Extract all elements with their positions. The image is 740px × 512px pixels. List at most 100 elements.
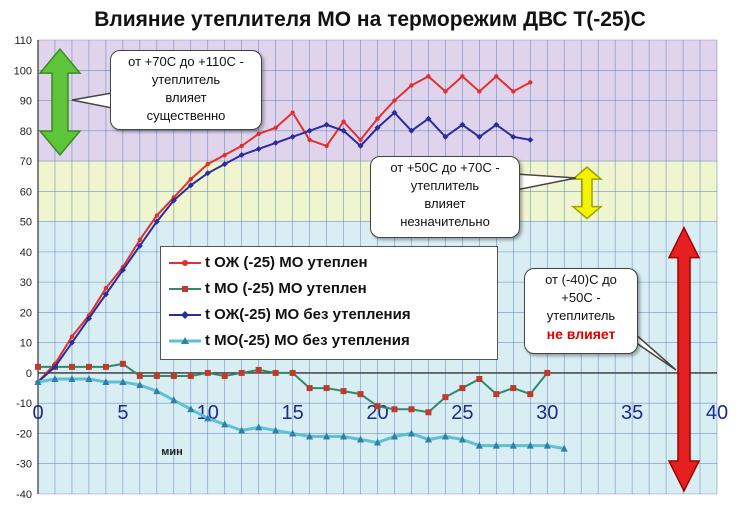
data-point	[492, 441, 500, 449]
y-tick-label: 20	[20, 307, 32, 319]
callout-text: утеплитель	[410, 178, 480, 193]
data-point	[272, 426, 280, 434]
data-point	[137, 237, 143, 242]
callout-text: +50С -	[561, 290, 601, 305]
data-point	[424, 435, 432, 443]
y-tick-label: -30	[16, 459, 32, 471]
data-point	[221, 420, 229, 428]
callout-text: от +50С до +70С -	[390, 160, 500, 175]
callout-text: от +70С до +110С -	[128, 54, 244, 69]
data-point	[51, 363, 58, 370]
x-tick-label: 25	[451, 402, 473, 424]
data-point	[119, 267, 126, 274]
data-point	[409, 83, 414, 88]
y-tick-label: 30	[20, 277, 32, 289]
data-point	[510, 385, 517, 392]
green-double-arrow	[38, 47, 82, 157]
data-point	[374, 124, 381, 131]
callout-text: утеплитель	[151, 72, 221, 87]
callout-low-zone: от (-40)С до +50С - утеплитель не влияет	[524, 268, 638, 354]
data-point	[459, 121, 466, 128]
data-point	[560, 444, 568, 452]
y-tick-label: 40	[20, 247, 32, 259]
data-point	[119, 360, 126, 367]
data-point	[154, 213, 160, 218]
x-tick-label: 10	[197, 402, 219, 424]
callout-emphasis: не влияет	[546, 326, 616, 342]
series-lines	[34, 74, 568, 452]
data-point	[357, 142, 364, 149]
data-point	[392, 98, 397, 103]
y-tick-label: 50	[20, 217, 32, 229]
data-point	[459, 385, 466, 392]
data-point	[85, 374, 93, 382]
data-point	[187, 372, 194, 379]
x-tick-label: 40	[706, 402, 728, 424]
legend-label: t МО(-25) МО без утепления	[205, 332, 410, 349]
data-point	[527, 391, 534, 398]
callout-high-zone: от +70С до +110С - утеплитель влияет сущ…	[110, 50, 262, 130]
legend-item: t МО (-25) МО утеплен	[161, 277, 497, 303]
data-point	[187, 405, 195, 413]
data-point	[222, 152, 227, 158]
legend-swatch-circle	[169, 260, 201, 266]
data-point	[256, 131, 261, 137]
y-tick-label: 10	[20, 338, 32, 350]
legend-swatch-diamond	[169, 311, 201, 319]
data-point	[69, 334, 75, 339]
data-point	[205, 161, 210, 167]
data-point	[391, 109, 398, 116]
callout-text: незначительно	[400, 214, 490, 229]
data-point	[476, 133, 483, 140]
data-point	[103, 285, 109, 291]
data-point	[374, 403, 381, 410]
data-point	[255, 423, 263, 431]
data-point	[188, 177, 193, 182]
data-point	[221, 372, 228, 379]
data-point	[357, 391, 364, 398]
callout-text: существенно	[146, 108, 226, 123]
series-line-0	[37, 74, 531, 383]
y-tick-label: -20	[16, 428, 32, 440]
x-tick-label: 15	[282, 402, 304, 424]
data-point	[68, 339, 75, 346]
data-point	[68, 363, 75, 370]
data-point	[494, 74, 499, 79]
data-point	[153, 372, 160, 379]
data-point	[289, 133, 296, 140]
data-point	[526, 441, 534, 449]
data-point	[443, 89, 448, 94]
callout-text: от (-40)С до	[545, 272, 617, 287]
data-point	[511, 89, 516, 94]
data-point	[340, 127, 347, 134]
series-line-3	[37, 377, 565, 451]
data-point	[375, 116, 380, 121]
data-point	[493, 391, 500, 398]
data-point	[85, 363, 92, 370]
data-point	[425, 409, 432, 416]
data-point	[323, 385, 330, 392]
data-point	[341, 119, 346, 124]
data-point	[35, 363, 41, 370]
legend-label: t МО (-25) МО утеплен	[205, 280, 367, 297]
data-point	[475, 441, 483, 449]
data-point	[528, 80, 533, 85]
callout-text: утеплитель	[546, 308, 616, 323]
data-point	[426, 74, 431, 79]
data-point	[408, 127, 415, 134]
data-point	[425, 115, 432, 122]
axes	[37, 40, 717, 494]
y-tick-label: 0	[26, 368, 32, 380]
legend-item: t ОЖ (-25) МО утеплен	[161, 251, 497, 277]
data-point	[306, 385, 313, 392]
data-point	[289, 429, 297, 437]
data-point	[136, 242, 143, 249]
data-point	[477, 89, 482, 94]
y-tick-label: 90	[20, 96, 32, 108]
data-point	[272, 139, 279, 146]
data-point	[441, 432, 449, 440]
series-line-2	[37, 111, 531, 383]
data-point	[358, 137, 363, 143]
data-point	[255, 145, 262, 152]
